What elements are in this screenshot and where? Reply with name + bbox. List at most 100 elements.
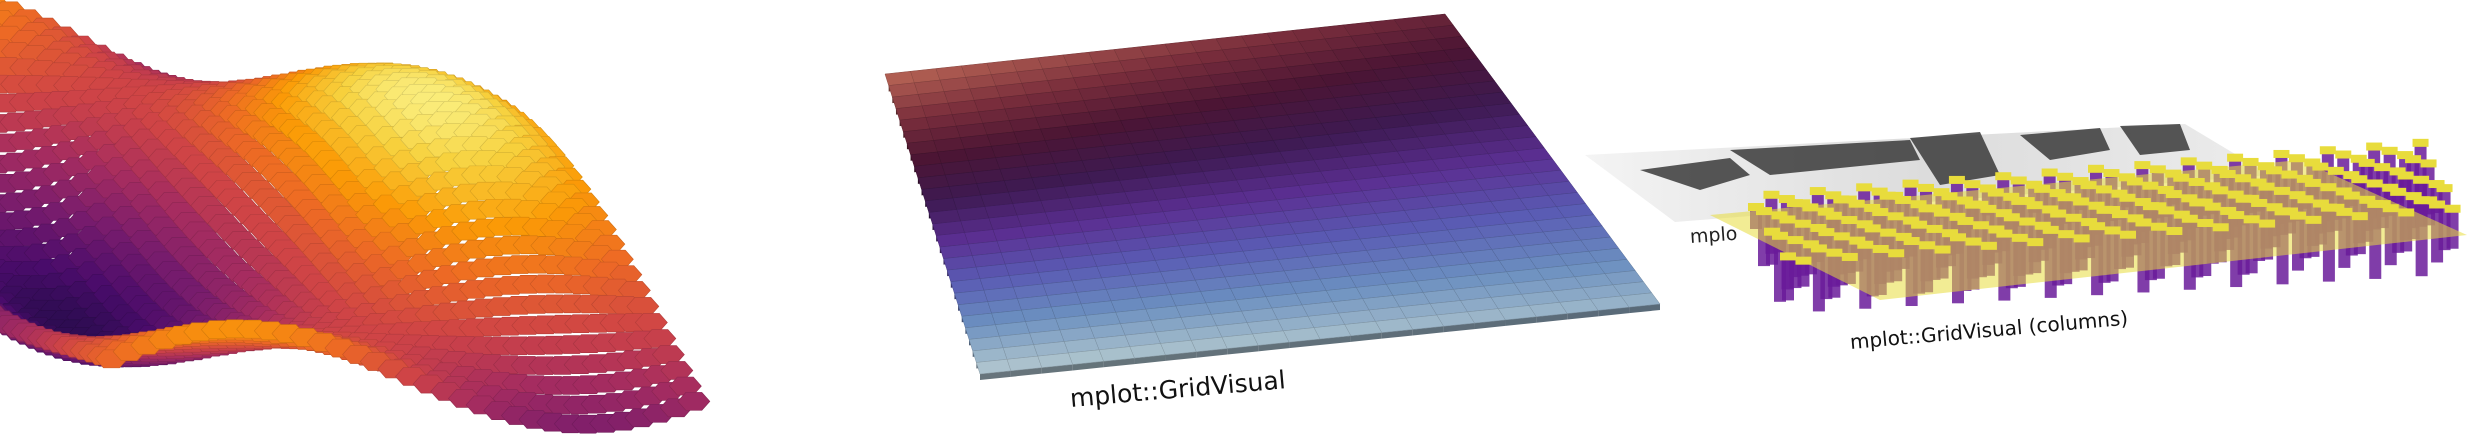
column-top [2343, 171, 2360, 180]
column-top [2390, 187, 2407, 196]
grid-cell-side [1103, 358, 1135, 368]
grid-cell-side [1474, 319, 1506, 330]
hexgrid-surface-plot [0, 0, 711, 434]
column-top [2358, 158, 2375, 167]
columns-top-surface [1710, 160, 2467, 300]
column-top [2374, 163, 2391, 172]
column-top [1809, 187, 1826, 196]
column-top [2405, 192, 2422, 201]
grid-cell-side [1010, 367, 1042, 377]
column-side [1797, 262, 1810, 287]
grid-cell-side [1505, 316, 1537, 326]
hex-surface-group [0, 0, 711, 434]
grid-cell-side [1165, 351, 1197, 361]
grid-cell-side [1258, 342, 1290, 352]
column-top [2350, 154, 2367, 163]
column-top [1778, 195, 1795, 204]
grid-cell-side [1412, 326, 1444, 336]
grid-cell-side [1567, 310, 1599, 320]
column-top [2405, 155, 2422, 164]
column-top [1964, 180, 1981, 189]
column-top [1833, 195, 1850, 204]
column-top [2366, 142, 2383, 151]
column-side [1782, 258, 1794, 301]
column-top [1948, 175, 1965, 184]
column-top [2304, 158, 2321, 167]
column-top [2327, 166, 2344, 175]
grid-cell-side [980, 370, 1011, 380]
grid-cell-side [1629, 304, 1660, 314]
column-top [2335, 150, 2352, 159]
photo-dark-region [1910, 132, 2000, 185]
column-top [2413, 196, 2430, 205]
hexgrid-surface-panel [0, 0, 800, 436]
grid-cell-side [1350, 332, 1382, 342]
hex-cell [677, 392, 711, 411]
column-top [2312, 162, 2329, 171]
grid-cell-side [1381, 329, 1413, 339]
column-top [2149, 165, 2166, 174]
column-top [2088, 164, 2104, 173]
photo-dark-region [2120, 124, 2190, 155]
grayscale-photo [1585, 124, 2270, 222]
grid-cell-side [1598, 307, 1630, 317]
column-top [2041, 168, 2058, 177]
column-top [2351, 175, 2368, 184]
column-top [2103, 169, 2120, 178]
column-top [2412, 138, 2429, 147]
column-top [2436, 184, 2453, 193]
occluded-caption: mplo [1689, 222, 1739, 248]
column-top [2389, 167, 2406, 176]
hex-cell [643, 329, 677, 348]
grid-visual-columns-panel [1580, 0, 2467, 436]
column-top [2227, 153, 2244, 162]
column-top [1856, 183, 1873, 192]
grid-visual-plot [884, 13, 1661, 380]
column-top [2196, 161, 2213, 170]
grid-cell-side [1072, 361, 1104, 371]
hex-cell [668, 376, 702, 396]
grid-cell-side [1227, 345, 1259, 355]
grid-visual-panel [860, 0, 1680, 436]
column-top [1825, 191, 1842, 200]
grid-cell-side [1134, 354, 1166, 365]
column-top [2413, 175, 2430, 184]
column-top [1780, 252, 1796, 261]
column-top [2010, 176, 2027, 185]
column-top [2397, 171, 2414, 180]
column-top [1879, 191, 1896, 200]
column-top [2288, 154, 2305, 163]
column-top [1786, 199, 1803, 208]
grid-cell-side [1196, 348, 1228, 358]
column-top [2134, 161, 2151, 170]
grid-cell-side [1320, 335, 1351, 345]
column-top [2242, 157, 2259, 166]
grid-cell-side [1289, 339, 1320, 349]
column-top [2382, 183, 2399, 192]
grid-visual-columns-plot [1585, 124, 2467, 312]
grid-cells-group [884, 13, 1661, 380]
column-top [1763, 190, 1780, 199]
column-top [1871, 187, 1888, 196]
column-top [2397, 151, 2414, 160]
hex-cell [651, 345, 685, 364]
column-top [2319, 146, 2336, 155]
grid-cell-side [1443, 323, 1475, 333]
columns-group [1710, 138, 2467, 312]
column-top [1995, 172, 2012, 181]
grid-cell-side [1041, 364, 1073, 374]
grid-cell [1620, 292, 1661, 308]
column-top [1979, 184, 1996, 193]
column-top [2428, 180, 2445, 189]
photo-dark-region [1640, 158, 1750, 190]
column-top [2429, 200, 2446, 209]
column-top [2381, 146, 2398, 155]
column-top [1918, 183, 1934, 192]
column-top [2420, 159, 2437, 168]
photo-dark-region [2020, 128, 2110, 160]
column-top [2444, 204, 2461, 213]
column-top [2366, 179, 2383, 188]
column-top [2057, 172, 2074, 181]
column-top [1933, 188, 1950, 197]
